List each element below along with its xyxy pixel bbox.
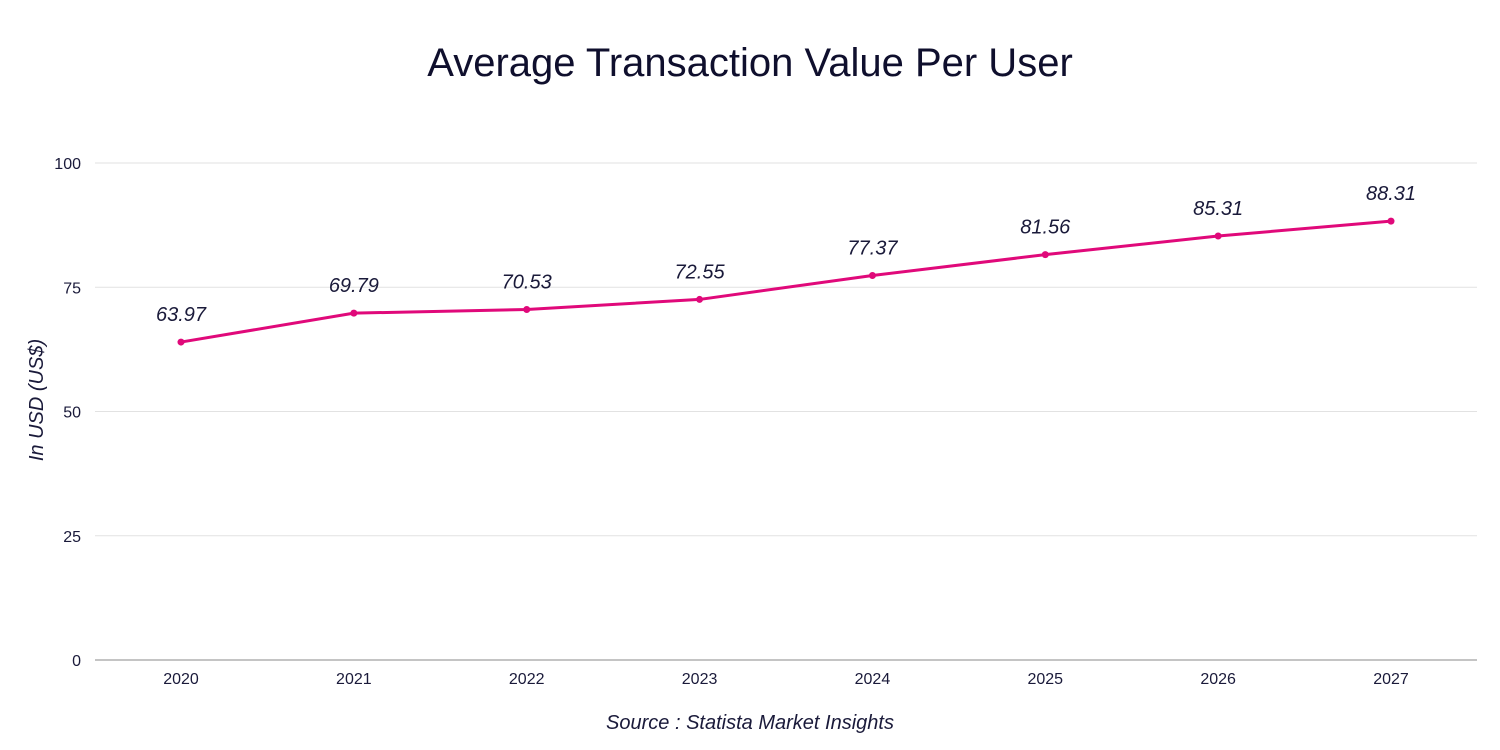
- y-axis-ticks: 0 25 50 75 100: [54, 156, 81, 670]
- x-tick-label: 2020: [163, 671, 199, 688]
- data-point: [523, 305, 531, 313]
- y-tick-label: 100: [54, 156, 81, 173]
- data-point: [350, 309, 358, 317]
- y-tick-label: 0: [72, 653, 81, 670]
- x-tick-label: 2022: [509, 671, 545, 688]
- data-point: [696, 295, 704, 303]
- x-tick-label: 2024: [855, 671, 891, 688]
- y-tick-label: 50: [63, 405, 81, 422]
- data-point: [177, 338, 185, 346]
- data-label: 63.97: [156, 304, 207, 326]
- y-axis-label: In USD (US$): [26, 339, 48, 461]
- x-tick-label: 2021: [336, 671, 372, 688]
- x-tick-label: 2026: [1200, 671, 1236, 688]
- data-label: 85.31: [1193, 198, 1243, 220]
- data-label: 81.56: [1020, 217, 1071, 239]
- data-label: 88.31: [1366, 183, 1416, 205]
- data-label: 72.55: [675, 261, 726, 283]
- x-tick-label: 2023: [682, 671, 718, 688]
- x-tick-label: 2027: [1373, 671, 1409, 688]
- data-point: [1387, 217, 1395, 225]
- series-line: [179, 219, 1393, 344]
- y-tick-label: 75: [63, 280, 81, 297]
- data-label: 69.79: [329, 275, 379, 297]
- data-point: [868, 271, 876, 279]
- data-label: 77.37: [847, 237, 898, 259]
- source-note: Source : Statista Market Insights: [606, 712, 894, 734]
- x-axis-ticks: 2020 2021 2022 2023 2024 2025 2026 2027: [163, 671, 1409, 688]
- x-tick-label: 2025: [1027, 671, 1063, 688]
- y-tick-label: 25: [63, 529, 81, 546]
- data-label: 70.53: [502, 271, 552, 293]
- data-point: [1214, 232, 1222, 240]
- grid: [95, 162, 1477, 537]
- data-labels: 63.97 69.79 70.53 72.55 77.37 81.56 85.31 88.31: [156, 183, 1416, 326]
- chart-title: Average Transaction Value Per User: [427, 41, 1073, 85]
- data-point: [1041, 251, 1049, 259]
- series: [177, 217, 1395, 346]
